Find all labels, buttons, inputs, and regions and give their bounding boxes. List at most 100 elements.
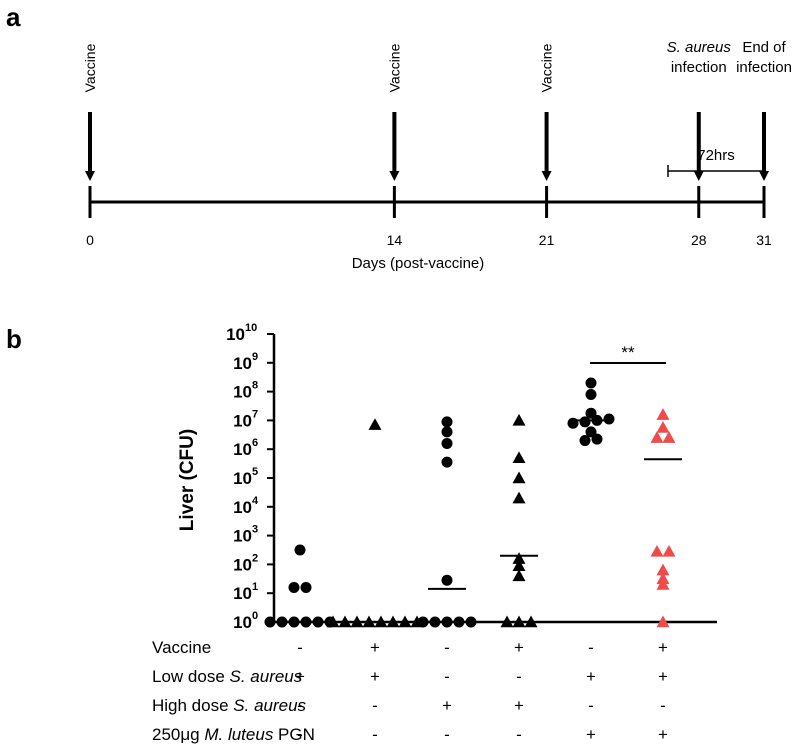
data-point-triangle xyxy=(512,413,526,426)
treatment-sign: + xyxy=(370,638,380,657)
y-tick-exponent: 5 xyxy=(252,466,258,478)
data-point-circle xyxy=(441,416,453,428)
data-point-circle xyxy=(453,616,465,628)
interval-label: 72hrs xyxy=(697,147,735,164)
data-point-circle xyxy=(429,616,441,628)
y-tick-exponent: 4 xyxy=(252,495,259,507)
data-point-circle xyxy=(585,426,597,438)
treatment-sign: + xyxy=(586,667,596,686)
treatment-sign: - xyxy=(372,696,378,715)
y-tick-base: 10 xyxy=(233,469,252,488)
treatment-row-label: 250μg M. luteus PGN xyxy=(152,725,315,744)
y-tick-base: 10 xyxy=(233,527,252,546)
y-tick-base: 10 xyxy=(233,383,252,402)
data-point-triangle xyxy=(656,563,670,576)
treatment-sign: - xyxy=(588,638,594,657)
y-tick-base: 10 xyxy=(233,440,252,459)
data-point-circle xyxy=(294,544,306,556)
data-point-triangle xyxy=(500,615,514,628)
data-point-triangle xyxy=(512,552,526,564)
y-tick-exponent: 10 xyxy=(245,322,257,334)
treatment-sign: + xyxy=(586,725,596,744)
treatment-sign: - xyxy=(516,667,522,686)
treatment-table: Vaccine - + - + - + Low dose S. aureus + + - - + + Hig… xyxy=(152,638,668,744)
y-tick-exponent: 7 xyxy=(252,408,258,420)
panel-a-letter: a xyxy=(6,2,21,32)
treatment-sign: - xyxy=(444,638,450,657)
y-tick-exponent: 9 xyxy=(252,351,258,363)
data-point-triangle xyxy=(656,572,670,584)
y-axis-label: Liver (CFU) xyxy=(177,429,198,531)
event-label-line1: End of xyxy=(742,39,786,56)
event-label: Vaccine xyxy=(386,43,402,92)
interval-bracket: 72hrs xyxy=(667,147,765,177)
y-tick-base: 10 xyxy=(226,325,245,344)
data-point-circle xyxy=(585,407,597,419)
significance-label: ** xyxy=(621,343,635,362)
panel-b-letter: b xyxy=(6,324,22,354)
significance-bracket: ** xyxy=(590,343,666,364)
treatment-sign: + xyxy=(514,696,524,715)
data-point-triangle xyxy=(398,615,412,628)
data-point-circle xyxy=(441,574,453,586)
y-tick-exponent: 8 xyxy=(252,380,258,392)
treatment-sign: + xyxy=(442,696,452,715)
data-point-circle xyxy=(585,388,597,400)
data-point-triangle xyxy=(656,615,670,628)
treatment-row-label: High dose S. aureus xyxy=(152,696,307,715)
treatment-sign: - xyxy=(297,638,303,657)
data-point-triangle xyxy=(656,421,670,433)
data-point-circle xyxy=(441,616,453,628)
data-point-circle xyxy=(579,435,591,447)
treatment-sign: + xyxy=(658,667,668,686)
data-points xyxy=(264,377,676,628)
data-point-circle xyxy=(465,616,477,628)
treatment-sign: - xyxy=(444,667,450,686)
data-point-circle xyxy=(417,616,429,628)
treatment-sign: - xyxy=(588,696,594,715)
event-label-line1: S. aureus xyxy=(667,39,732,56)
data-point-triangle xyxy=(338,615,352,628)
y-tick-exponent: 0 xyxy=(252,610,258,622)
data-point-circle xyxy=(579,416,591,428)
data-point-triangle xyxy=(512,471,526,484)
data-point-circle xyxy=(288,581,300,593)
data-point-triangle xyxy=(656,408,670,420)
y-tick-base: 10 xyxy=(233,613,252,632)
data-point-circle xyxy=(585,377,597,389)
data-point-circle xyxy=(264,616,276,628)
data-point-circle xyxy=(441,437,453,449)
data-point-triangle xyxy=(650,544,664,557)
data-point-circle xyxy=(300,581,312,593)
data-point-triangle xyxy=(662,544,676,557)
y-tick-base: 10 xyxy=(233,498,252,517)
y-tick-exponent: 2 xyxy=(252,552,258,564)
timeline-tick-label: 31 xyxy=(756,232,772,248)
event-label-line2: infection xyxy=(671,59,727,76)
median-lines xyxy=(281,419,682,623)
treatment-sign: - xyxy=(516,725,522,744)
event-label-line2: infection xyxy=(736,59,792,76)
treatment-sign: - xyxy=(297,725,303,744)
treatment-row-label: Low dose S. aureus xyxy=(152,667,303,686)
treatment-row-label: Vaccine xyxy=(152,638,211,657)
y-tick-base: 10 xyxy=(233,584,252,603)
data-point-triangle xyxy=(650,431,664,443)
data-point-triangle xyxy=(524,615,538,628)
treatment-sign: + xyxy=(658,725,668,744)
y-tick-exponent: 1 xyxy=(252,581,258,593)
treatment-sign: + xyxy=(658,638,668,657)
data-point-triangle xyxy=(512,451,526,464)
data-point-triangle xyxy=(512,491,526,504)
data-point-circle xyxy=(591,433,603,445)
data-point-circle xyxy=(603,413,615,425)
treatment-sign: + xyxy=(370,667,380,686)
y-tick-base: 10 xyxy=(233,354,252,373)
data-point-triangle xyxy=(512,559,526,572)
event-label: Vaccine xyxy=(539,43,555,92)
